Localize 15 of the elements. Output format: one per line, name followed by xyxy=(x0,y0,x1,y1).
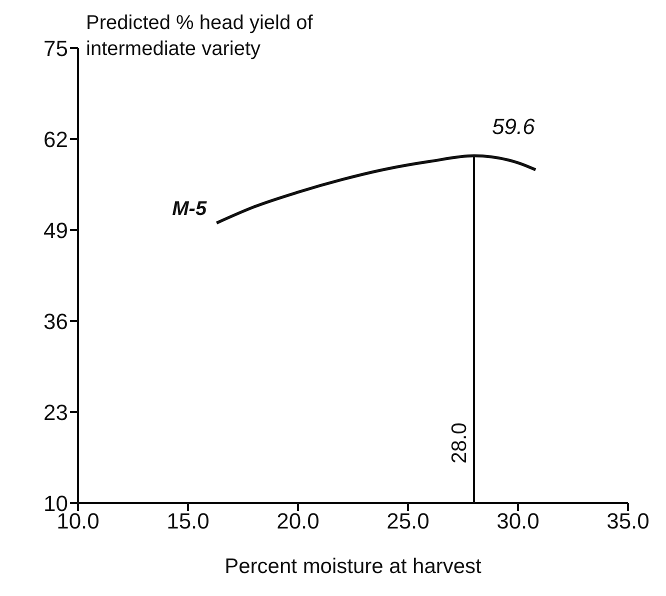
annotation: 59.6 xyxy=(492,114,536,139)
x-tick-label: 25.0 xyxy=(386,508,430,534)
y-tick-label: 75 xyxy=(44,36,68,61)
y-tick-label: 36 xyxy=(44,308,68,334)
x-tick-label: 15.0 xyxy=(166,508,210,534)
x-tick-label: 20.0 xyxy=(276,508,320,534)
y-tick-label: 49 xyxy=(44,218,68,243)
y-tick-label: 23 xyxy=(44,400,68,425)
y-tick-label: 62 xyxy=(44,126,68,152)
series-label: M-5 xyxy=(172,198,208,220)
x-tick-label: 35.0 xyxy=(606,508,650,534)
x-axis-title: Percent moisture at harvest xyxy=(224,555,482,578)
x-tick-label: 30.0 xyxy=(496,508,540,534)
y-axis-title: Predicted % head yield of intermediate variety xyxy=(86,11,313,62)
ref-line-label: 28.0 xyxy=(448,422,471,464)
